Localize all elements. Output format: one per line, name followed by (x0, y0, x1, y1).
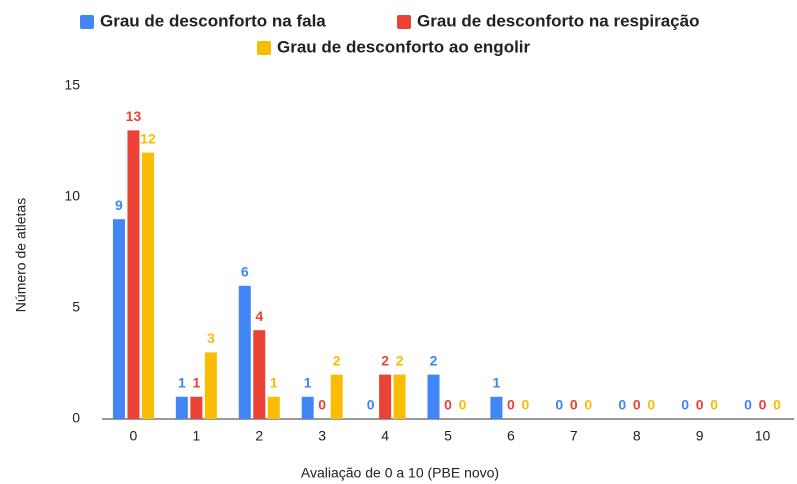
bar (112, 219, 125, 419)
data-label: 0 (773, 397, 781, 413)
x-axis-label: Avaliação de 0 a 10 (PBE novo) (301, 465, 499, 481)
bar (393, 374, 406, 419)
x-tick-label: 5 (444, 428, 452, 444)
data-label: 0 (584, 397, 592, 413)
x-tick-label: 8 (633, 428, 641, 444)
bar (301, 396, 314, 419)
legend-swatch (397, 15, 411, 29)
data-label: 2 (381, 352, 389, 368)
data-label: 2 (430, 352, 438, 368)
bar (190, 396, 203, 419)
bar (238, 285, 251, 419)
data-label: 1 (192, 375, 200, 391)
data-label: 12 (140, 130, 156, 146)
legend-swatch (80, 15, 94, 29)
data-label: 1 (178, 375, 186, 391)
data-label: 0 (459, 397, 467, 413)
data-label: 1 (493, 375, 501, 391)
data-label: 0 (367, 397, 375, 413)
y-axis-label: Número de atletas (13, 198, 29, 312)
x-tick-label: 3 (318, 428, 326, 444)
x-tick-label: 6 (507, 428, 515, 444)
bar (141, 152, 154, 419)
bar (253, 330, 266, 419)
data-label: 0 (444, 397, 452, 413)
bar (490, 396, 503, 419)
bar (204, 352, 217, 419)
x-tick-label: 0 (130, 428, 138, 444)
data-label: 0 (647, 397, 655, 413)
y-tick-label: 0 (72, 410, 80, 426)
bar (427, 374, 440, 419)
data-label: 1 (304, 375, 312, 391)
bar (127, 130, 140, 419)
legend-swatch (257, 41, 271, 55)
data-label: 0 (318, 397, 326, 413)
x-tick-label: 7 (570, 428, 578, 444)
bar (379, 374, 392, 419)
bar (267, 396, 280, 419)
data-label: 9 (115, 197, 123, 213)
y-tick-label: 5 (72, 299, 80, 315)
data-label: 0 (555, 397, 563, 413)
data-label: 6 (241, 264, 249, 280)
data-label: 1 (270, 375, 278, 391)
data-label: 3 (207, 330, 215, 346)
data-label: 0 (744, 397, 752, 413)
data-label: 0 (681, 397, 689, 413)
data-label: 2 (333, 352, 341, 368)
bar (330, 374, 343, 419)
data-label: 2 (396, 352, 404, 368)
bar (175, 396, 188, 419)
y-tick-label: 15 (64, 77, 80, 93)
data-label: 0 (570, 397, 578, 413)
legend-label: Grau de desconforto na fala (100, 11, 326, 30)
data-label: 0 (633, 397, 641, 413)
x-tick-label: 2 (255, 428, 263, 444)
data-label: 0 (618, 397, 626, 413)
y-tick-label: 10 (64, 188, 80, 204)
data-label: 0 (507, 397, 515, 413)
data-label: 0 (710, 397, 718, 413)
data-label: 0 (696, 397, 704, 413)
data-label: 0 (522, 397, 530, 413)
x-tick-label: 4 (381, 428, 389, 444)
data-label: 4 (255, 308, 263, 324)
data-label: 13 (126, 108, 142, 124)
x-tick-label: 10 (755, 428, 771, 444)
x-tick-label: 1 (192, 428, 200, 444)
x-tick-label: 9 (696, 428, 704, 444)
data-label: 0 (759, 397, 767, 413)
legend-label: Grau de desconforto ao engolir (277, 37, 531, 56)
legend-label: Grau de desconforto na respiração (417, 11, 699, 30)
